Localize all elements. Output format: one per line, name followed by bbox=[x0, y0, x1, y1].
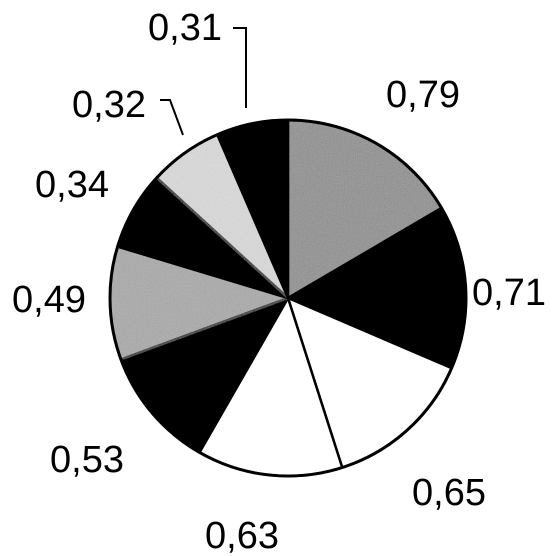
slice-label-7: 0,34 bbox=[35, 164, 109, 206]
slice-label-2: 0,71 bbox=[472, 272, 546, 314]
slice-label-1: 0,79 bbox=[386, 74, 460, 116]
leader-line-9 bbox=[233, 27, 247, 108]
label-leader-lines bbox=[160, 27, 247, 136]
slice-labels: 0,79 0,71 0,65 0,63 0,53 0,49 0,34 0,320,31 bbox=[12, 7, 546, 556]
slice-label-8: 0,32 bbox=[72, 84, 146, 126]
pie-outline bbox=[108, 118, 468, 478]
slice-label-4: 0,63 bbox=[205, 515, 279, 556]
pie-slices bbox=[108, 118, 468, 478]
slice-label-6: 0,49 bbox=[12, 279, 86, 321]
slice-label-3: 0,65 bbox=[412, 472, 486, 514]
slice-label-5: 0,53 bbox=[50, 439, 124, 481]
slice-label-9: 0,31 bbox=[148, 7, 222, 49]
leader-line-8 bbox=[160, 99, 184, 136]
